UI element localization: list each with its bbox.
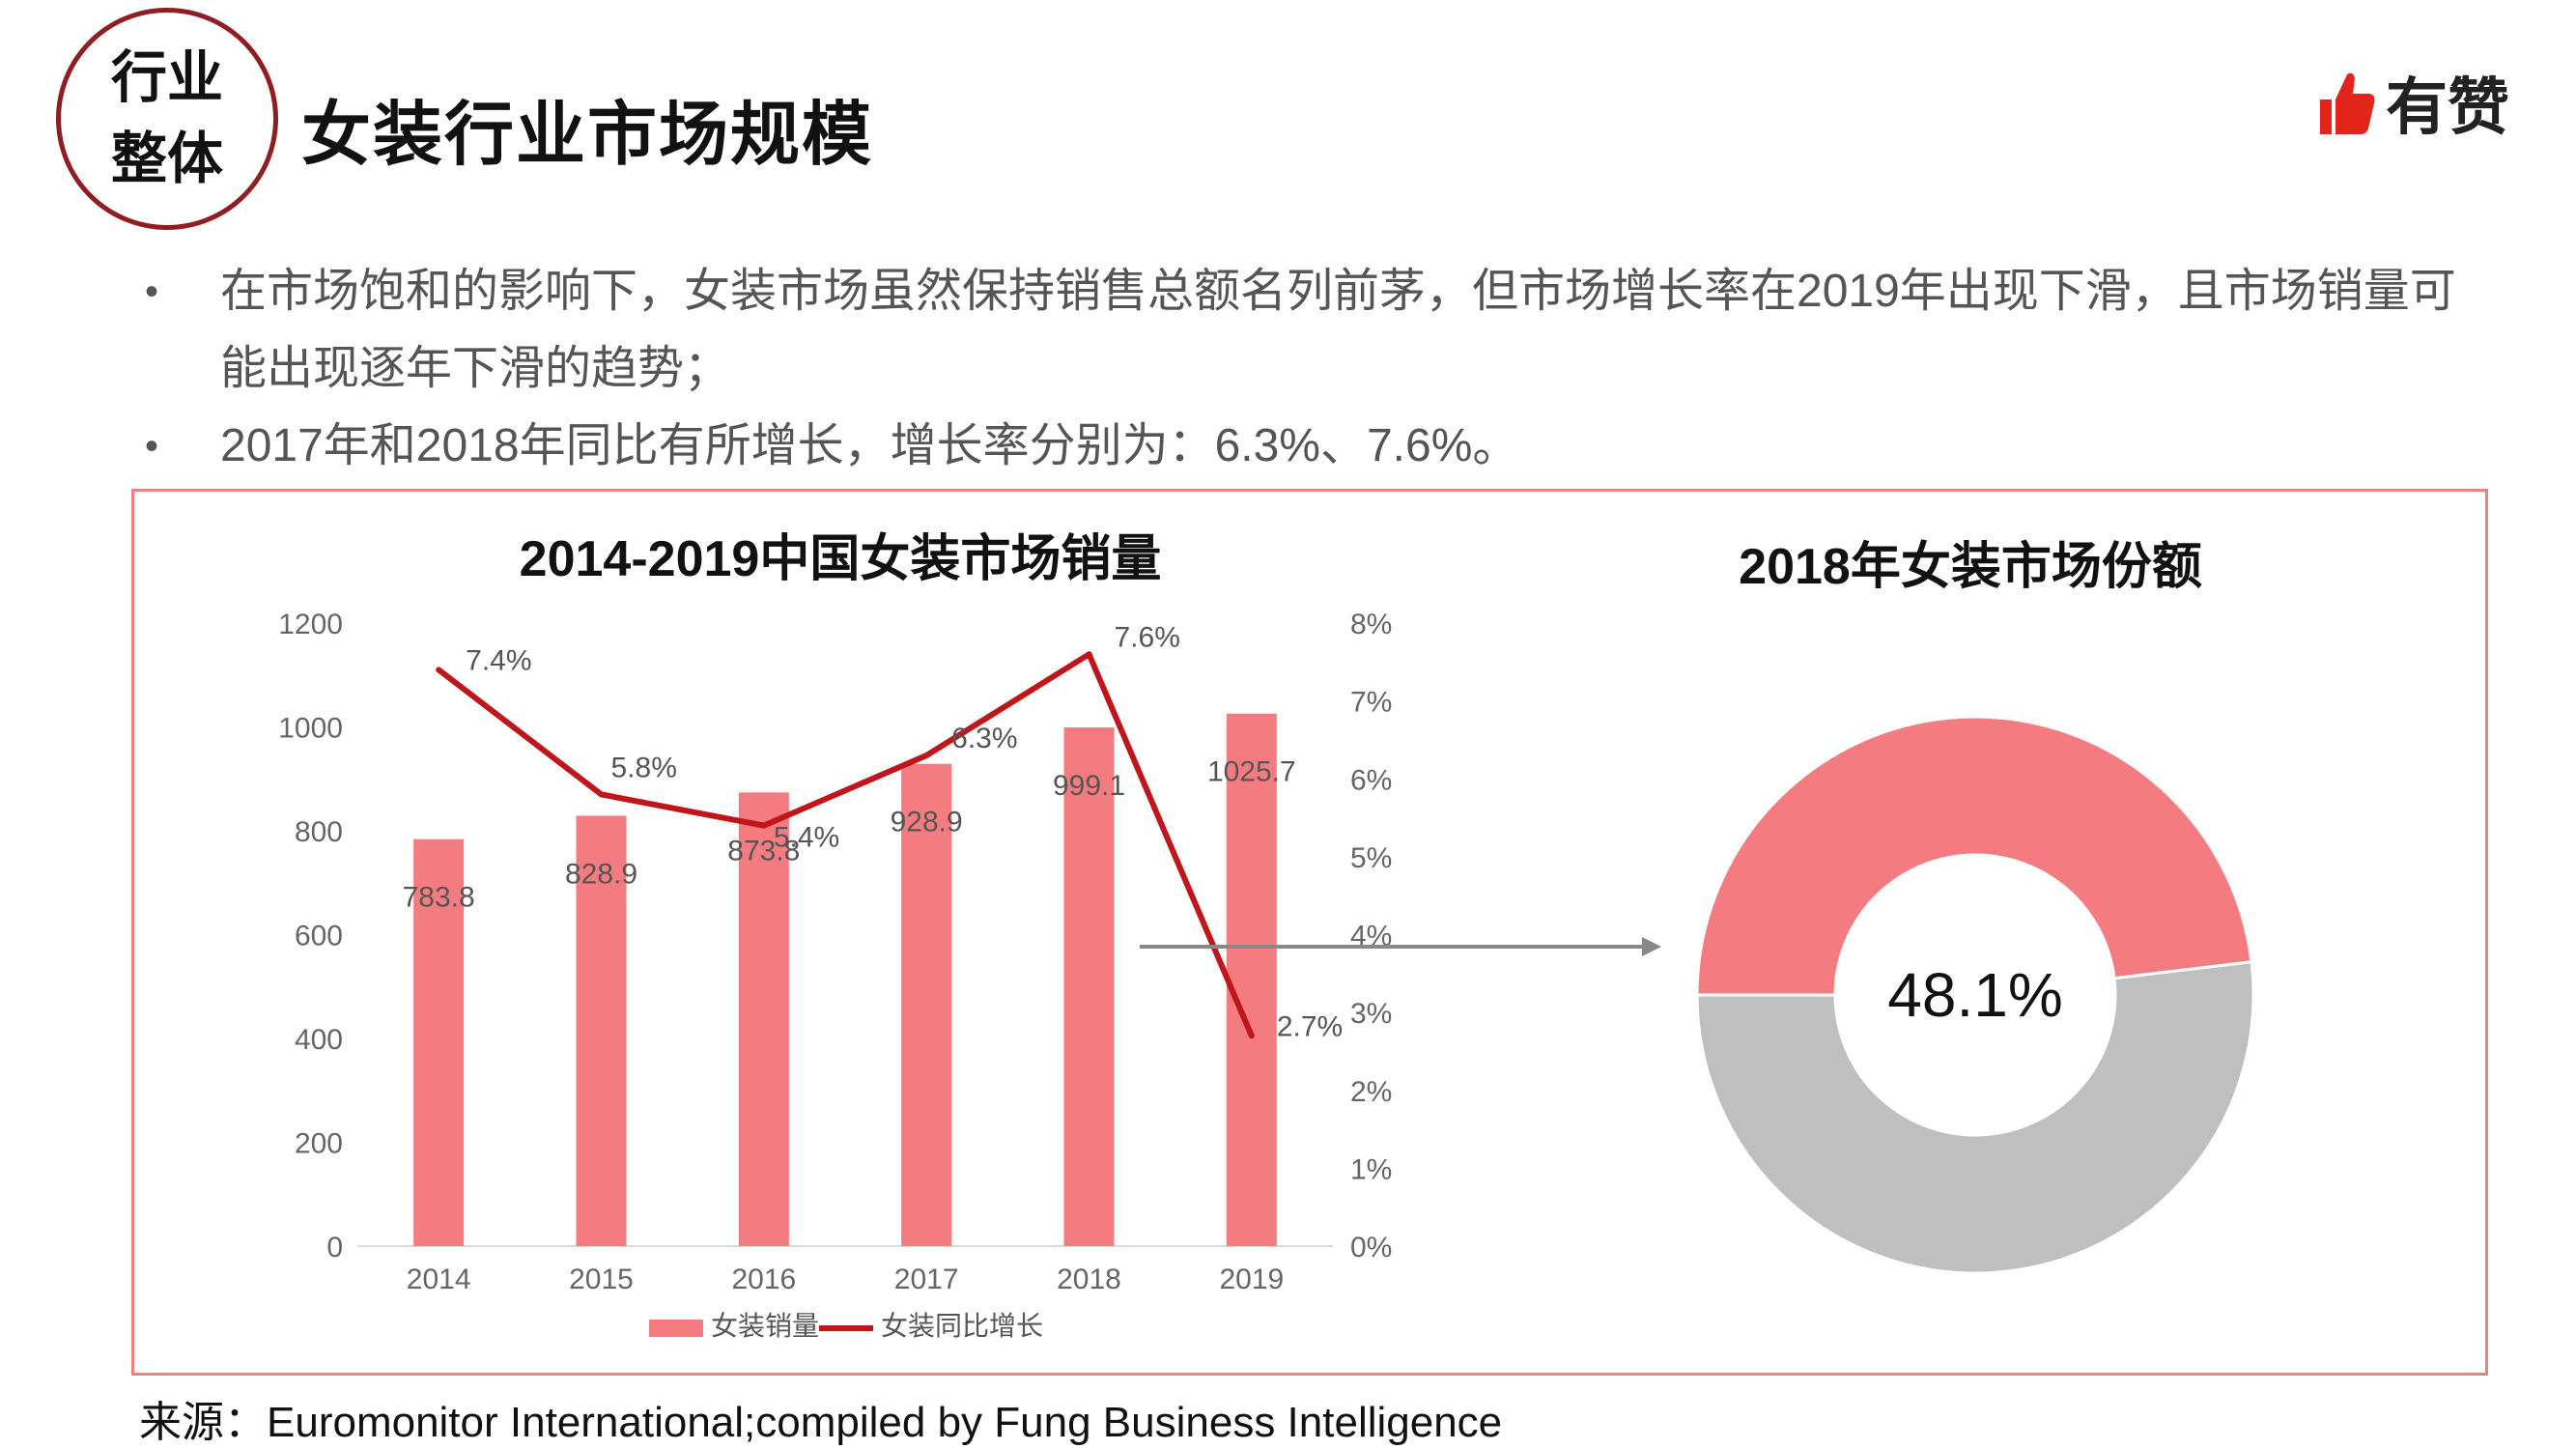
bullet-item: • 2017年和2018年同比有所增长，增长率分别为：6.3%、7.6%。 <box>135 408 2492 485</box>
bullet-dot: • <box>145 425 159 468</box>
brand-logo: 有赞 <box>2318 58 2509 147</box>
bullet-text: 2017年和2018年同比有所增长，增长率分别为：6.3%、7.6%。 <box>220 420 1519 471</box>
donut-chart-title: 2018年女装市场份额 <box>1739 539 2202 595</box>
badge-line-2: 整体 <box>110 128 223 190</box>
bullet-item: • 在市场饱和的影响下，女装市场虽然保持销售总额名列前茅，但市场增长率在2019… <box>135 253 2492 408</box>
badge-line-1: 行业 <box>110 46 223 109</box>
chart-panel <box>131 489 2488 1376</box>
bullet-dot: • <box>145 270 159 313</box>
bullet-list: • 在市场饱和的影响下，女装市场虽然保持销售总额名列前茅，但市场增长率在2019… <box>135 253 2492 485</box>
logo-text: 有赞 <box>2386 72 2509 142</box>
section-badge: 行业 整体 <box>56 8 278 230</box>
bar-chart-title: 2014-2019中国女装市场销量 <box>519 531 1162 587</box>
thumbs-up-icon <box>2320 72 2375 134</box>
bullet-text: 在市场饱和的影响下，女装市场虽然保持销售总额名列前茅，但市场增长率在2019年出… <box>220 266 2456 394</box>
source-note: 来源：Euromonitor International;compiled by… <box>139 1399 1503 1446</box>
page-title: 女装行业市场规模 <box>301 97 874 174</box>
